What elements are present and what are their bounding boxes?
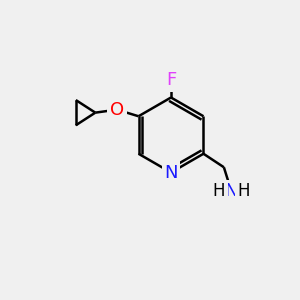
Text: H: H — [238, 182, 250, 200]
Text: O: O — [110, 101, 124, 119]
Text: H: H — [212, 182, 225, 200]
Text: N: N — [164, 164, 178, 181]
Text: F: F — [166, 71, 176, 89]
Text: N: N — [225, 182, 238, 200]
